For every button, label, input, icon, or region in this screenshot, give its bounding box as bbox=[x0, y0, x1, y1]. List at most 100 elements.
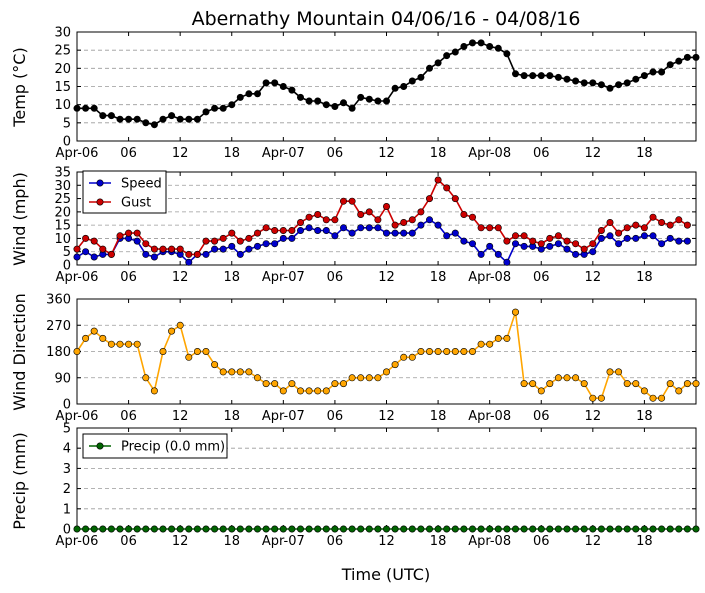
data-point bbox=[305, 525, 313, 533]
y-tick-label: 25 bbox=[54, 192, 71, 207]
data-point bbox=[486, 42, 494, 50]
data-point bbox=[572, 525, 580, 533]
x-tick-label: 12 bbox=[172, 270, 189, 285]
data-point bbox=[580, 380, 588, 388]
data-point bbox=[494, 525, 502, 533]
y-tick-label: 270 bbox=[46, 319, 71, 334]
data-point bbox=[649, 232, 657, 240]
data-point bbox=[322, 387, 330, 395]
data-point bbox=[391, 525, 399, 533]
data-point bbox=[460, 211, 468, 219]
legend: Speed Gust bbox=[82, 170, 167, 214]
data-point bbox=[228, 525, 236, 533]
y-tick-label: 2 bbox=[63, 482, 71, 497]
data-point bbox=[288, 525, 296, 533]
data-point bbox=[529, 380, 537, 388]
chart-title: Abernathy Mountain 04/06/16 - 04/08/16 bbox=[192, 8, 581, 30]
data-point bbox=[546, 72, 554, 80]
data-point bbox=[451, 195, 459, 203]
data-point bbox=[606, 84, 614, 92]
data-point bbox=[580, 525, 588, 533]
data-point bbox=[159, 347, 167, 355]
y-tick-label: 0 bbox=[63, 523, 71, 538]
data-point bbox=[434, 176, 442, 184]
y-tick-label: 25 bbox=[54, 44, 71, 59]
data-point bbox=[460, 237, 468, 245]
data-point bbox=[202, 525, 210, 533]
data-point bbox=[211, 245, 219, 253]
data-point bbox=[443, 347, 451, 355]
data-point bbox=[90, 237, 98, 245]
y-tick-label: 0 bbox=[63, 259, 71, 274]
data-point bbox=[675, 525, 683, 533]
data-point bbox=[503, 237, 511, 245]
data-point bbox=[425, 347, 433, 355]
data-point bbox=[606, 525, 614, 533]
plot-frame bbox=[76, 171, 697, 266]
data-point bbox=[563, 525, 571, 533]
data-point bbox=[615, 81, 623, 89]
data-point bbox=[666, 61, 674, 69]
data-point bbox=[219, 525, 227, 533]
data-point bbox=[529, 237, 537, 245]
data-point bbox=[219, 368, 227, 376]
data-point bbox=[589, 525, 597, 533]
x-tick-label: 12 bbox=[378, 270, 395, 285]
data-point bbox=[451, 48, 459, 56]
x-tick-label: Apr-06 bbox=[56, 534, 99, 549]
data-point bbox=[262, 525, 270, 533]
data-point bbox=[408, 525, 416, 533]
data-point bbox=[219, 104, 227, 112]
data-point bbox=[434, 221, 442, 229]
data-point bbox=[133, 525, 141, 533]
data-point bbox=[279, 525, 287, 533]
data-point bbox=[434, 347, 442, 355]
data-point bbox=[150, 253, 158, 261]
data-point bbox=[365, 95, 373, 103]
data-point bbox=[597, 234, 605, 242]
data-point bbox=[339, 525, 347, 533]
x-tick-label: 06 bbox=[533, 270, 550, 285]
x-tick-label: 06 bbox=[120, 270, 137, 285]
data-point bbox=[683, 237, 691, 245]
x-tick-label: 12 bbox=[172, 409, 189, 424]
data-point bbox=[658, 240, 666, 248]
data-point bbox=[348, 374, 356, 382]
data-point bbox=[580, 79, 588, 87]
data-point bbox=[279, 83, 287, 91]
data-point bbox=[185, 525, 193, 533]
data-point bbox=[658, 219, 666, 227]
data-point bbox=[468, 213, 476, 221]
legend-marker bbox=[96, 198, 104, 206]
data-point bbox=[90, 525, 98, 533]
data-point bbox=[649, 394, 657, 402]
y-tick-label: 90 bbox=[54, 371, 71, 386]
data-point bbox=[322, 216, 330, 224]
data-point bbox=[391, 84, 399, 92]
data-point bbox=[632, 234, 640, 242]
data-point bbox=[228, 242, 236, 250]
data-point bbox=[511, 308, 519, 316]
data-point bbox=[202, 108, 210, 116]
data-point bbox=[503, 258, 511, 266]
data-point bbox=[563, 374, 571, 382]
data-point bbox=[554, 525, 562, 533]
data-point bbox=[331, 103, 339, 111]
y-tick-label: 5 bbox=[63, 245, 71, 260]
data-point bbox=[529, 72, 537, 80]
data-point bbox=[133, 229, 141, 237]
data-point bbox=[82, 525, 90, 533]
data-point bbox=[142, 525, 150, 533]
data-point bbox=[520, 72, 528, 80]
data-point bbox=[666, 525, 674, 533]
data-point bbox=[202, 347, 210, 355]
data-point bbox=[511, 232, 519, 240]
data-point bbox=[554, 374, 562, 382]
data-point bbox=[666, 380, 674, 388]
data-point bbox=[90, 253, 98, 261]
data-point bbox=[666, 221, 674, 229]
data-point bbox=[245, 525, 253, 533]
data-point bbox=[193, 115, 201, 123]
data-point bbox=[520, 242, 528, 250]
data-point bbox=[683, 221, 691, 229]
